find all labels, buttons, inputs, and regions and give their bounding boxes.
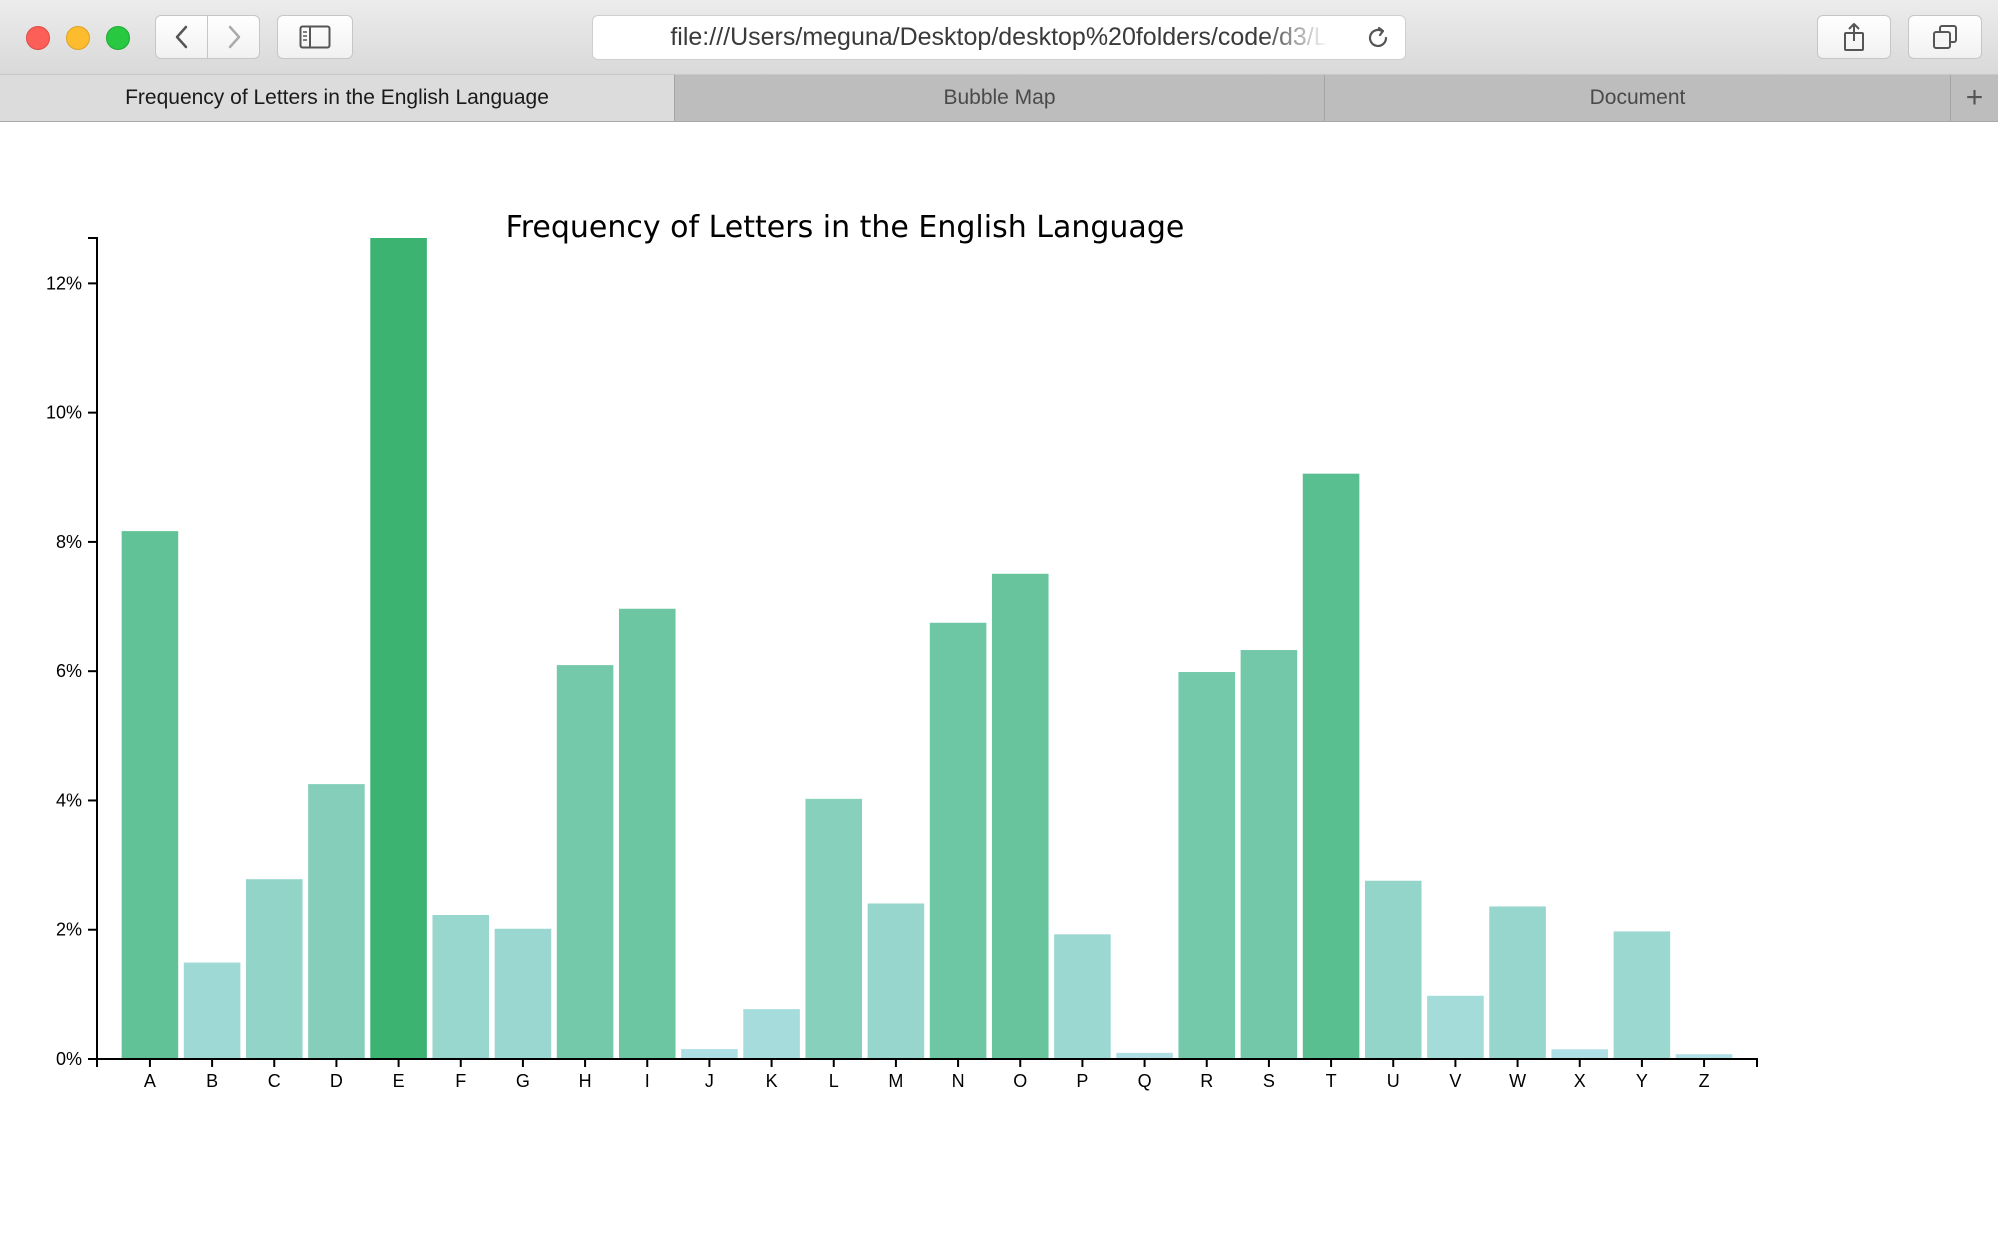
tab-overview-button[interactable] <box>1908 15 1982 59</box>
y-axis-line <box>88 237 98 1060</box>
url-text: file:///Users/meguna/Desktop/desktop%20f… <box>670 23 1328 51</box>
bar-r <box>1178 672 1236 1059</box>
x-tick-label: S <box>1263 1071 1275 1091</box>
x-tick-label: H <box>579 1071 592 1091</box>
x-tick-label: C <box>268 1071 281 1091</box>
bar-s <box>1240 650 1298 1059</box>
chevron-left-icon <box>175 25 187 49</box>
y-tick-label: 10% <box>46 403 82 423</box>
chart-title: Frequency of Letters in the English Lang… <box>506 210 1185 245</box>
bars-group <box>121 238 1733 1059</box>
bar-n <box>929 622 987 1059</box>
x-tick-label: K <box>766 1071 778 1091</box>
bar-chart: Frequency of Letters in the English Lang… <box>46 210 1758 1091</box>
window-titlebar: file:///Users/meguna/Desktop/desktop%20f… <box>0 0 1998 75</box>
x-tick-label: X <box>1574 1071 1586 1091</box>
share-icon <box>1844 23 1864 51</box>
x-tick-label: T <box>1326 1071 1337 1091</box>
back-button[interactable] <box>155 15 208 59</box>
bar-p <box>1054 934 1111 1059</box>
bar-j <box>681 1049 738 1059</box>
reload-icon[interactable] <box>1365 25 1391 51</box>
x-tick-label: N <box>952 1071 965 1091</box>
x-tick-label: B <box>206 1071 218 1091</box>
bar-i <box>618 608 676 1059</box>
page-content: Frequency of Letters in the English Lang… <box>0 122 1998 1250</box>
new-tab-button[interactable]: + <box>1965 81 1984 114</box>
bar-t <box>1302 473 1360 1059</box>
bar-o <box>991 573 1049 1059</box>
x-tick-label: A <box>144 1071 156 1091</box>
x-tick-label: F <box>455 1071 466 1091</box>
y-tick-label: 2% <box>56 920 82 940</box>
tab-bar: Frequency of Letters in the English Lang… <box>0 75 1998 122</box>
bar-d <box>308 784 365 1059</box>
y-tick-label: 4% <box>56 790 82 810</box>
bar-m <box>867 903 925 1059</box>
bar-b <box>183 962 241 1059</box>
bar-g <box>494 928 552 1059</box>
chevron-right-icon <box>228 25 240 49</box>
y-tick-label: 6% <box>56 661 82 681</box>
tab-frequency-of-letters[interactable]: Frequency of Letters in the English Lang… <box>0 75 675 121</box>
y-tick-label: 8% <box>56 532 82 552</box>
bar-l <box>805 798 863 1059</box>
x-tick-label: O <box>1013 1071 1027 1091</box>
x-tick-label: D <box>330 1071 343 1091</box>
bar-x <box>1551 1049 1609 1059</box>
sidebar-icon <box>299 25 331 49</box>
x-tick-label: U <box>1387 1071 1400 1091</box>
y-tick-label: 12% <box>46 273 82 293</box>
bar-z <box>1675 1054 1733 1059</box>
tab-document[interactable]: Document <box>1325 75 1951 121</box>
x-tick-label: J <box>705 1071 714 1091</box>
x-tick-label: Q <box>1138 1071 1152 1091</box>
address-bar[interactable]: file:///Users/meguna/Desktop/desktop%20f… <box>592 15 1406 60</box>
bar-v <box>1427 995 1484 1059</box>
x-axis: A B C D E F G H I J K L M N O P Q R S T U V W X Y Z <box>96 1058 1758 1091</box>
bar-y <box>1613 931 1671 1059</box>
x-tick-label: Y <box>1636 1071 1648 1091</box>
x-tick-label: Z <box>1699 1071 1710 1091</box>
x-tick-label: V <box>1449 1071 1461 1091</box>
bar-a <box>121 531 179 1059</box>
bar-q <box>1116 1052 1173 1059</box>
share-button[interactable] <box>1817 15 1891 59</box>
minimize-window-button[interactable] <box>66 26 90 50</box>
tab-overview-icon <box>1933 25 1957 49</box>
y-tick-label: 0% <box>56 1049 82 1069</box>
x-tick-label: R <box>1200 1071 1213 1091</box>
bar-f <box>432 914 490 1059</box>
x-tick-label: M <box>888 1071 903 1091</box>
x-tick-label: E <box>393 1071 405 1091</box>
bar-e <box>370 238 427 1059</box>
x-axis-line <box>96 1058 1758 1067</box>
x-tick-label: G <box>516 1071 530 1091</box>
x-tick-label: I <box>645 1071 650 1091</box>
x-tick-label: L <box>829 1071 839 1091</box>
sidebar-toggle-button[interactable] <box>277 15 353 59</box>
bar-h <box>556 665 614 1059</box>
bar-w <box>1489 906 1546 1059</box>
bar-c <box>245 879 303 1059</box>
y-axis: 0% 2% 4% 6% 8% 10% 12% <box>46 237 98 1069</box>
x-tick-label: W <box>1509 1071 1526 1091</box>
bar-k <box>743 1009 800 1059</box>
close-window-button[interactable] <box>26 26 50 50</box>
tab-bubble-map[interactable]: Bubble Map <box>675 75 1325 121</box>
forward-button[interactable] <box>207 15 260 59</box>
maximize-window-button[interactable] <box>106 26 130 50</box>
bar-u <box>1364 880 1422 1059</box>
x-tick-label: P <box>1076 1071 1088 1091</box>
